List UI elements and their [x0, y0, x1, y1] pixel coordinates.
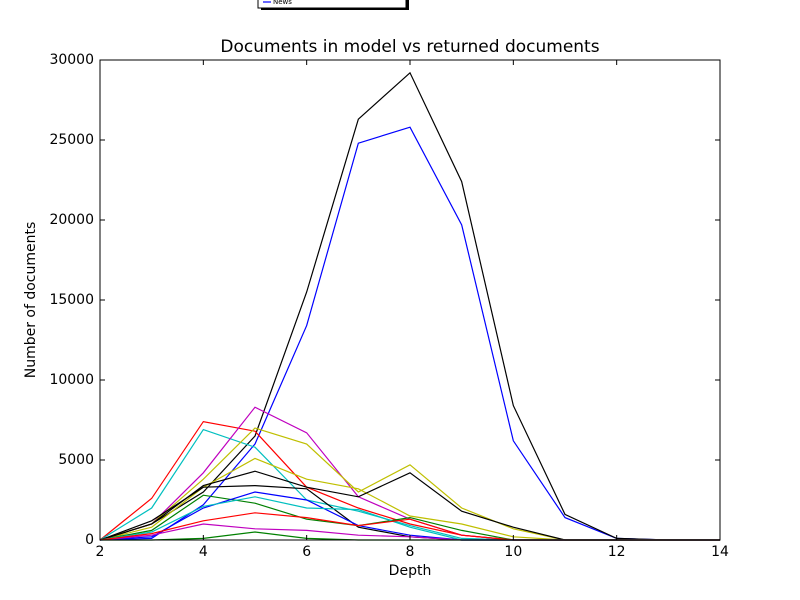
- x-tick-label: 8: [406, 544, 415, 560]
- x-tick-label: 10: [504, 544, 522, 560]
- legend-label: News: [273, 0, 292, 6]
- legend: News: [257, 0, 409, 10]
- x-tick-label: 12: [608, 544, 626, 560]
- y-tick-label: 30000: [49, 52, 94, 68]
- x-tick-label: 6: [302, 544, 311, 560]
- y-tick-label: 0: [85, 532, 94, 548]
- chart-title: Documents in model vs returned documents: [220, 37, 599, 57]
- y-tick-label: 20000: [49, 212, 94, 228]
- y-tick-label: 15000: [49, 292, 94, 308]
- y-tick-label: 25000: [49, 132, 94, 148]
- y-tick-label: 5000: [58, 452, 94, 468]
- x-tick-label: 14: [711, 544, 729, 560]
- legend-box: [257, 0, 407, 9]
- y-tick-label: 10000: [49, 372, 94, 388]
- x-tick-label: 4: [199, 544, 208, 560]
- x-tick-label: 2: [96, 544, 105, 560]
- x-axis-label: Depth: [389, 563, 432, 579]
- y-axis-label: Number of documents: [23, 222, 39, 379]
